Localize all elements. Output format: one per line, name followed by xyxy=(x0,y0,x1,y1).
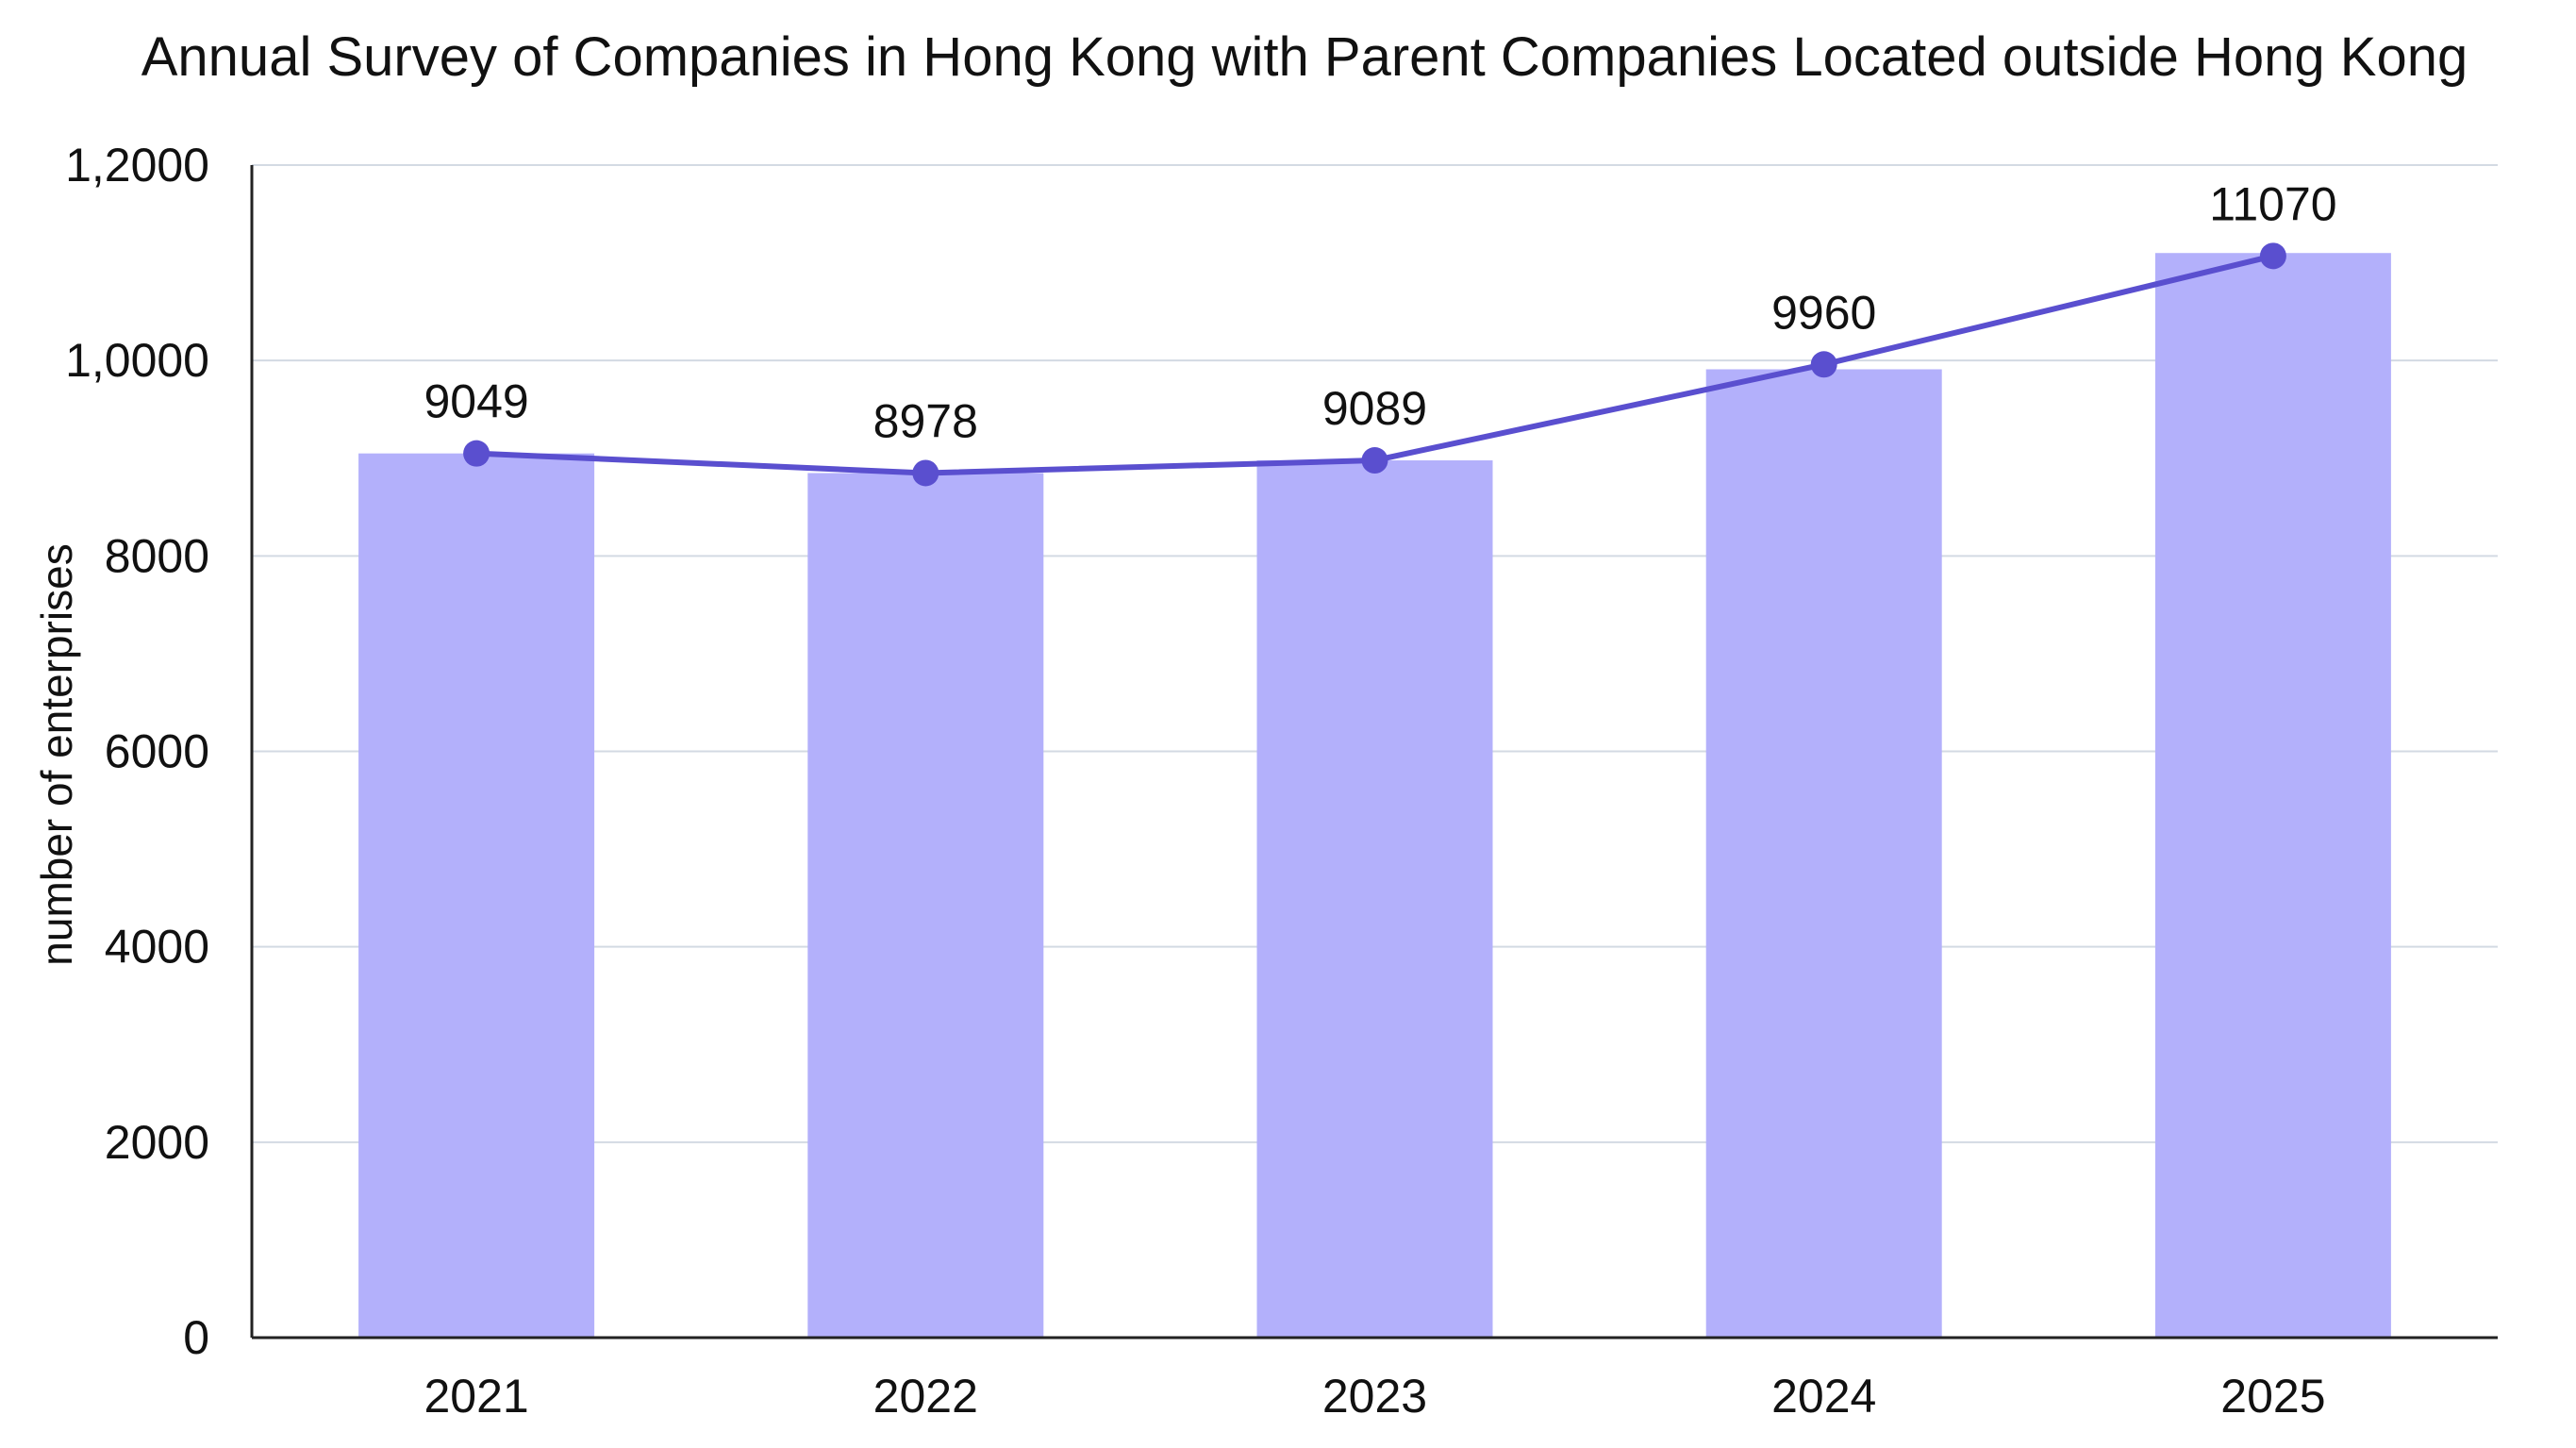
data-label: 11070 xyxy=(2209,177,2336,230)
x-tick-label: 2024 xyxy=(1771,1370,1876,1423)
bar xyxy=(358,453,595,1338)
chart-title: Annual Survey of Companies in Hong Kong … xyxy=(141,26,2468,88)
x-tick-label: 2021 xyxy=(424,1370,528,1423)
y-tick-label: 6000 xyxy=(105,725,209,778)
y-tick-label: 0 xyxy=(183,1311,209,1364)
line-point xyxy=(2259,242,2286,270)
y-tick-label: 4000 xyxy=(105,921,209,974)
axes xyxy=(250,165,2498,1340)
line-point xyxy=(912,459,939,487)
x-tick-label: 2025 xyxy=(2220,1370,2325,1423)
data-label: 9960 xyxy=(1771,286,1876,339)
y-tick-label: 1,0000 xyxy=(65,334,209,387)
line-series xyxy=(463,242,2286,487)
line-point xyxy=(463,440,490,467)
y-tick-label: 2000 xyxy=(105,1116,209,1169)
y-tick-labels: 0 2000 4000 6000 8000 1,0000 1,2000 xyxy=(65,139,209,1364)
y-tick-label: 1,2000 xyxy=(65,139,209,191)
x-tick-label: 2022 xyxy=(873,1370,978,1423)
y-tick-label: 8000 xyxy=(105,529,209,582)
data-label: 9089 xyxy=(1322,382,1427,435)
bar-series xyxy=(358,253,2391,1339)
line-point xyxy=(1361,447,1388,474)
bar xyxy=(807,473,1044,1339)
bar xyxy=(1705,369,1942,1339)
data-label: 8978 xyxy=(873,394,978,447)
trend-line xyxy=(475,253,2274,476)
x-tick-labels: 2021 2022 2023 2024 2025 xyxy=(424,1370,2325,1423)
x-tick-label: 2023 xyxy=(1322,1370,1427,1423)
bar xyxy=(1256,460,1493,1339)
data-labels: 9049 8978 9089 9960 11070 xyxy=(424,177,2336,447)
line-point xyxy=(1810,351,1837,378)
data-label: 9049 xyxy=(424,375,528,428)
y-axis-label: number of enterprises xyxy=(32,543,81,965)
bar xyxy=(2154,253,2391,1339)
